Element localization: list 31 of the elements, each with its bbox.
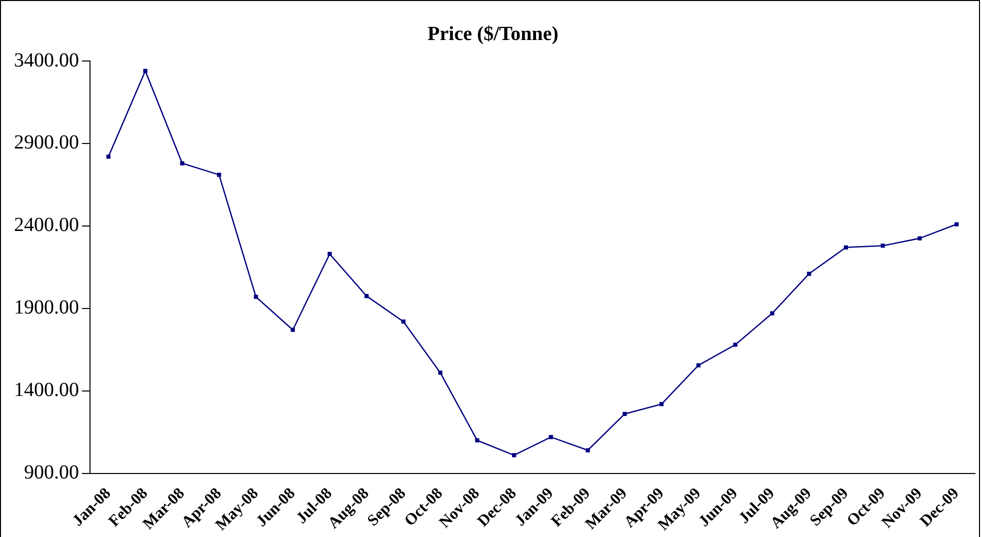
point bbox=[254, 294, 258, 299]
y-tick-label: 1900.00 bbox=[14, 296, 79, 319]
point bbox=[733, 342, 738, 347]
point bbox=[401, 320, 406, 324]
point bbox=[438, 370, 442, 375]
point bbox=[548, 435, 553, 440]
y-tick-label: 2400.00 bbox=[14, 214, 79, 236]
point bbox=[143, 68, 148, 73]
y-tick-label: 900.00 bbox=[24, 462, 79, 484]
point bbox=[106, 154, 110, 159]
y-tick-label: 2900.00 bbox=[14, 132, 79, 154]
point bbox=[622, 412, 627, 416]
chart-title: Price ($/Tonne) bbox=[428, 23, 558, 46]
point bbox=[954, 222, 959, 226]
point bbox=[696, 363, 700, 368]
point bbox=[918, 236, 922, 240]
point bbox=[586, 448, 590, 452]
point bbox=[844, 245, 848, 250]
point bbox=[328, 252, 332, 256]
point bbox=[475, 438, 480, 442]
point bbox=[364, 294, 369, 298]
point bbox=[290, 328, 295, 332]
y-tick-label: 1400.00 bbox=[14, 379, 79, 402]
point bbox=[880, 244, 885, 248]
point bbox=[807, 272, 812, 276]
point bbox=[770, 311, 774, 316]
point bbox=[660, 402, 664, 406]
point bbox=[217, 172, 222, 177]
point bbox=[512, 453, 516, 458]
y-tick-label: 3400.00 bbox=[14, 49, 79, 72]
point bbox=[180, 161, 184, 166]
